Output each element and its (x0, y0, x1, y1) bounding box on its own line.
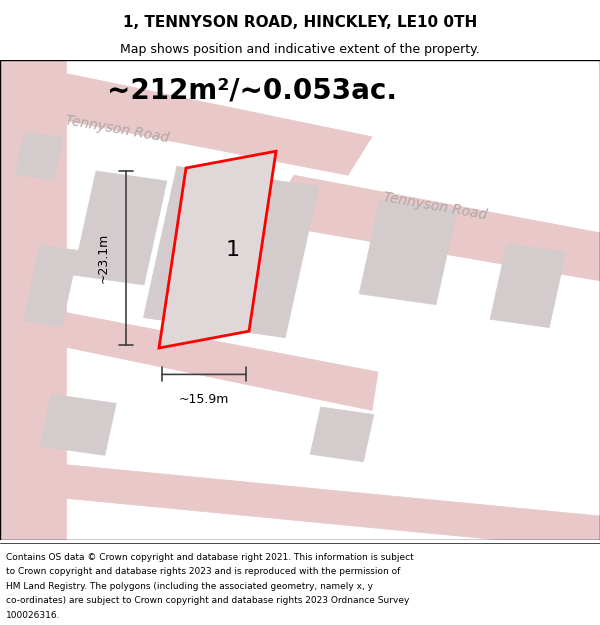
Polygon shape (264, 175, 600, 281)
Text: ~212m²/~0.053ac.: ~212m²/~0.053ac. (107, 77, 397, 105)
Text: co-ordinates) are subject to Crown copyright and database rights 2023 Ordnance S: co-ordinates) are subject to Crown copyr… (6, 596, 409, 605)
Polygon shape (40, 394, 116, 456)
Polygon shape (73, 171, 167, 285)
Polygon shape (310, 407, 374, 462)
Text: 1, TENNYSON ROAD, HINCKLEY, LE10 0TH: 1, TENNYSON ROAD, HINCKLEY, LE10 0TH (123, 15, 477, 30)
Polygon shape (359, 199, 457, 305)
Text: Contains OS data © Crown copyright and database right 2021. This information is : Contains OS data © Crown copyright and d… (6, 552, 414, 562)
Text: 1: 1 (226, 239, 239, 259)
Text: Tennyson Road: Tennyson Road (64, 114, 170, 146)
Text: ~23.1m: ~23.1m (97, 233, 110, 283)
Text: HM Land Registry. The polygons (including the associated geometry, namely x, y: HM Land Registry. The polygons (includin… (6, 582, 373, 591)
Polygon shape (23, 245, 79, 326)
Polygon shape (15, 132, 63, 180)
Text: Tennyson Road: Tennyson Road (382, 191, 488, 222)
Polygon shape (490, 244, 566, 328)
Polygon shape (143, 166, 319, 338)
Text: 100026316.: 100026316. (6, 611, 61, 619)
Text: to Crown copyright and database rights 2023 and is reproduced with the permissio: to Crown copyright and database rights 2… (6, 568, 400, 576)
Polygon shape (0, 65, 372, 175)
Text: Map shows position and indicative extent of the property.: Map shows position and indicative extent… (120, 43, 480, 56)
Polygon shape (0, 60, 66, 540)
Polygon shape (159, 151, 276, 348)
Polygon shape (0, 458, 600, 549)
Text: ~15.9m: ~15.9m (179, 393, 229, 406)
Polygon shape (0, 300, 378, 411)
